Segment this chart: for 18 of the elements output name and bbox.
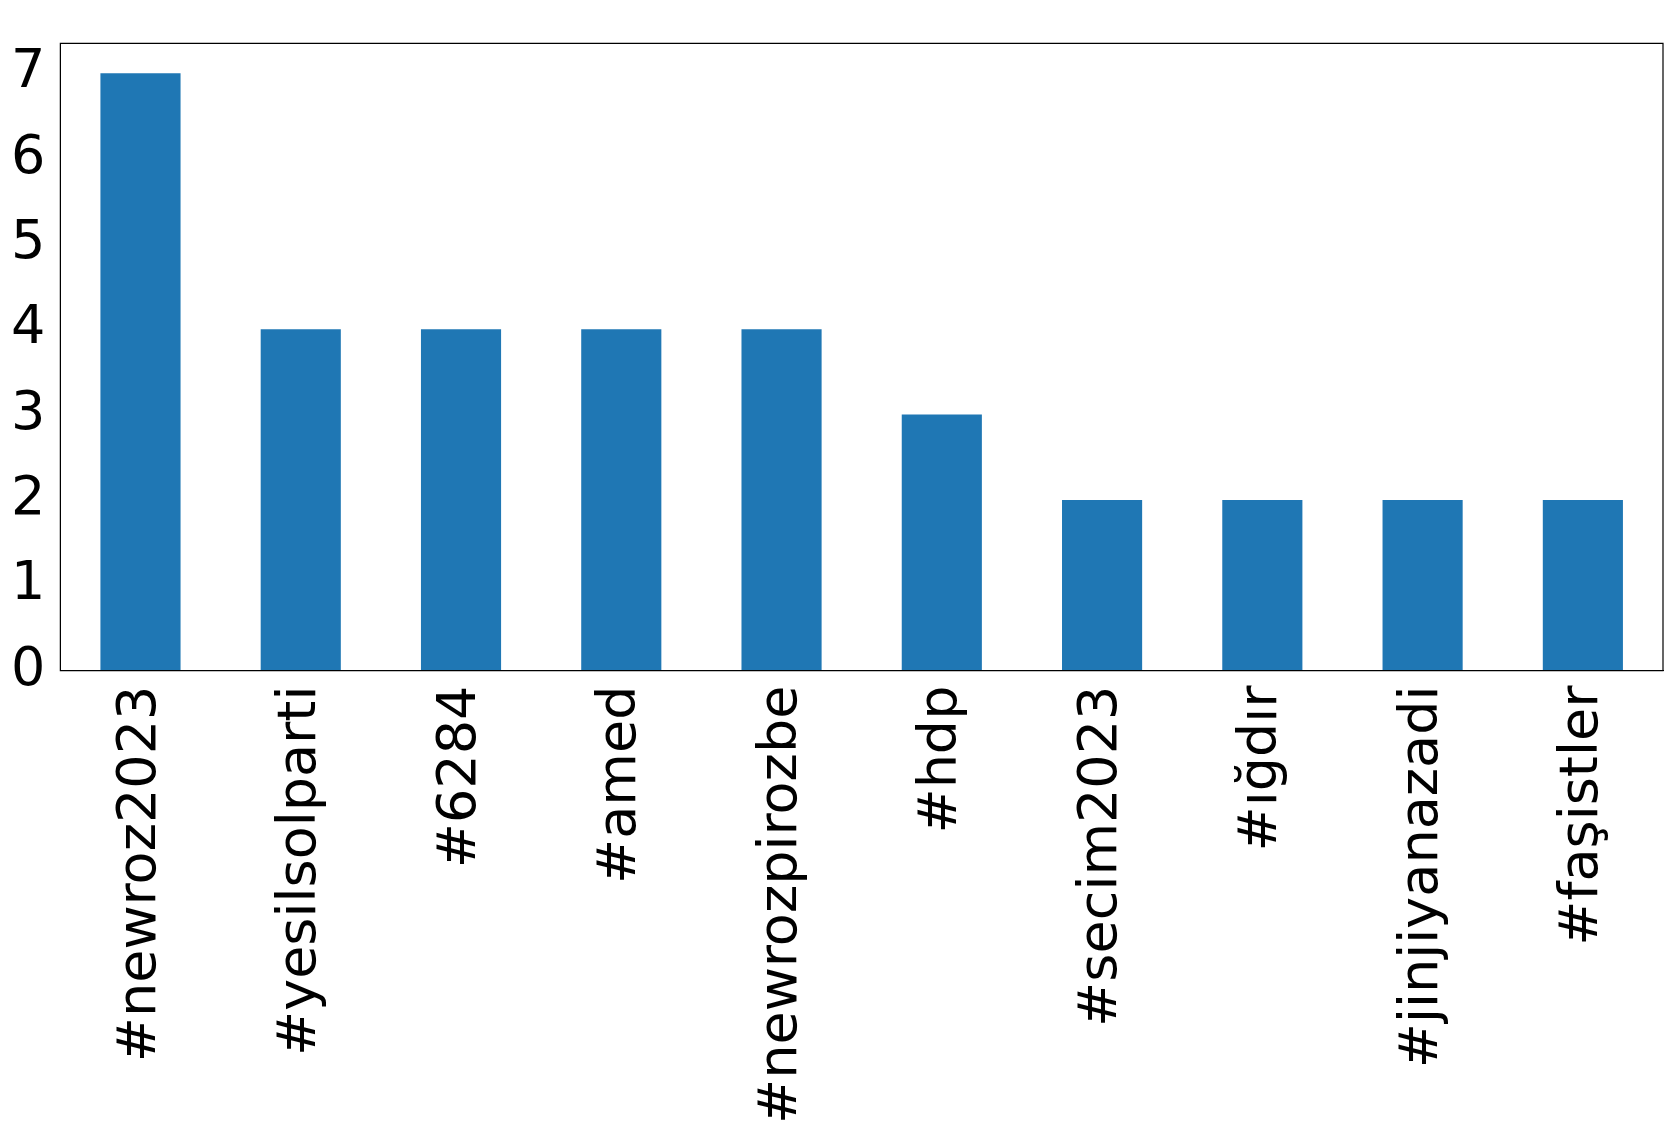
y-tick-label: 1: [11, 549, 46, 613]
x-tick-label: #secim2023: [1066, 685, 1130, 1027]
x-tick-label: #newrozpirozbe: [745, 685, 809, 1124]
y-tick-label: 4: [11, 293, 46, 357]
y-tick-label: 0: [11, 634, 46, 698]
y-tick-label: 6: [11, 122, 46, 186]
x-tick-label: #jinjiyanazadi: [1386, 685, 1450, 1069]
x-tick-label: #faşistler: [1546, 684, 1610, 946]
y-tick-label: 3: [11, 378, 46, 442]
x-tick-label: #amed: [585, 685, 649, 885]
x-tick-label: #hdp: [905, 685, 969, 834]
x-tick-label: #ığdır: [1226, 684, 1290, 852]
x-tick-label: #newroz2023: [104, 685, 168, 1063]
y-tick-label: 7: [11, 37, 46, 101]
x-tick-label: #yesilsolparti: [264, 685, 328, 1057]
y-tick-label: 2: [11, 463, 46, 527]
x-tick-label: #6284: [425, 685, 489, 869]
y-tick-label: 5: [11, 207, 46, 271]
